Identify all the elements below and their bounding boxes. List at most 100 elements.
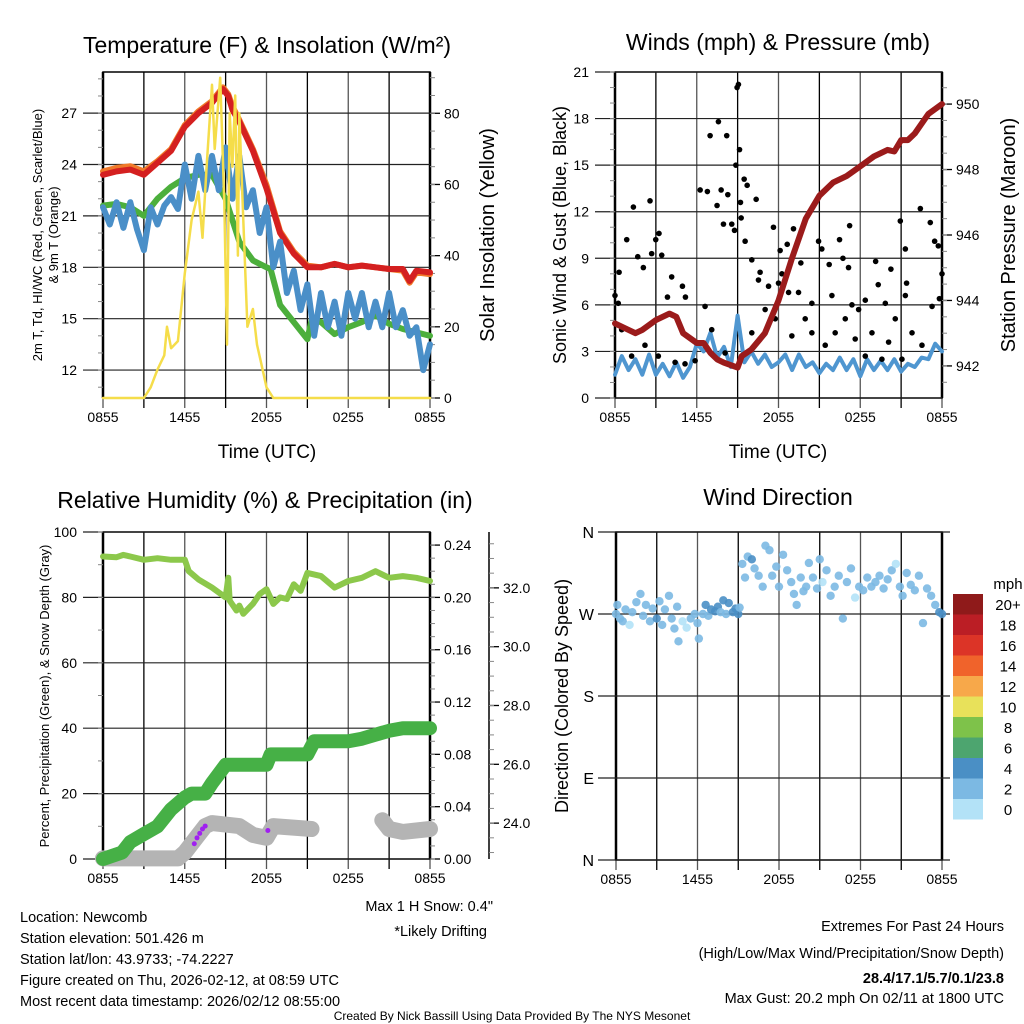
- colorbar-swatch: [953, 594, 983, 615]
- colorbar-swatch: [953, 676, 983, 697]
- gust-point: [779, 271, 785, 277]
- direction-point: [657, 620, 667, 630]
- direction-point: [621, 605, 630, 614]
- gust-point: [809, 330, 815, 336]
- gust-point: [723, 132, 730, 139]
- gust-point: [789, 333, 795, 339]
- direction-point: [618, 617, 627, 626]
- timestamp-text: Most recent data timestamp: 2026/02/12 0…: [20, 994, 340, 1010]
- snow-depth-tick-label: 26.0: [503, 756, 530, 772]
- direction-point: [812, 584, 822, 593]
- gust-point: [728, 221, 735, 227]
- snow-depth-tick-label: 28.0: [503, 697, 530, 713]
- colorbar-swatch: [953, 655, 983, 676]
- right-y-tick-label: 946: [956, 227, 980, 243]
- wind-y-label: Sonic Wind & Gust (Blue, Black): [550, 106, 570, 364]
- colorbar-label: 8: [1004, 720, 1012, 737]
- gust-point: [682, 294, 689, 300]
- x-tick-label: 0855: [600, 871, 631, 887]
- y-tick-label: 18: [573, 111, 589, 127]
- right-y-tick-label: 0.16: [444, 642, 471, 658]
- direction-point: [672, 602, 682, 611]
- gust-point: [748, 330, 755, 336]
- y-tick-label: 6: [581, 297, 589, 313]
- gust-point: [704, 188, 711, 195]
- direction-point: [846, 564, 856, 573]
- gust-point: [655, 353, 662, 359]
- direction-point: [818, 577, 827, 587]
- direction-chart-title: Wind Direction: [703, 484, 853, 510]
- elevation-text: Station elevation: 501.426 m: [20, 931, 204, 947]
- colorbar-label: 10: [1000, 700, 1017, 717]
- direction-point: [734, 609, 743, 619]
- gust-point: [715, 118, 722, 125]
- gust-point: [735, 81, 742, 88]
- gust-point: [744, 182, 750, 189]
- direction-point: [670, 624, 679, 633]
- gust-point: [832, 330, 838, 336]
- right-y-tick-label: 948: [956, 162, 980, 178]
- gust-point: [623, 236, 630, 243]
- direction-tick-label: N: [582, 525, 594, 542]
- gust-point: [652, 236, 659, 243]
- gust-point: [872, 258, 879, 265]
- gust-point: [919, 342, 925, 349]
- direction-point: [721, 609, 731, 619]
- direction-y-label: Direction (Colored By Speed): [552, 579, 572, 813]
- gust-point: [707, 132, 713, 139]
- gust-point: [899, 356, 905, 362]
- gust-point: [616, 269, 622, 276]
- gust-point: [819, 246, 825, 252]
- right-y-tick-label: 0.20: [444, 589, 471, 605]
- direction-point: [859, 586, 868, 595]
- x-tick-label: 1455: [169, 409, 200, 425]
- series-precipitation: [96, 721, 437, 866]
- gust-point: [697, 187, 703, 193]
- panel-0-axes: [101, 71, 432, 408]
- x-tick-label: 0855: [926, 871, 957, 887]
- direction-point: [613, 600, 622, 610]
- gust-point: [628, 353, 635, 359]
- direction-point: [883, 575, 892, 584]
- direction-point: [667, 614, 676, 623]
- direction-point: [774, 582, 784, 591]
- gust-point: [897, 218, 904, 224]
- colorbar-swatch: [953, 614, 983, 635]
- right-y-tick-label: 942: [956, 358, 980, 374]
- direction-point: [887, 566, 896, 575]
- colorbar-swatch: [953, 778, 983, 799]
- y-tick-label: 21: [61, 208, 77, 224]
- likely-drifting-note: *Likely Drifting: [394, 924, 487, 940]
- gust-point: [929, 303, 935, 310]
- direction-point: [655, 597, 664, 606]
- temp-x-label: Time (UTC): [218, 442, 317, 463]
- gust-point: [875, 281, 882, 288]
- location-text: Location: Newcomb: [20, 910, 147, 926]
- gust-point: [634, 253, 641, 260]
- gust-point: [777, 247, 783, 254]
- direction-point: [796, 573, 805, 582]
- y-tick-label: 21: [573, 64, 589, 80]
- x-tick-label: 0855: [414, 409, 445, 425]
- gust-point: [902, 246, 909, 252]
- gust-point: [855, 306, 862, 313]
- wind-chart-title: Winds (mph) & Pressure (mb): [626, 29, 930, 55]
- gust-point: [917, 205, 924, 212]
- y-tick-label: 18: [61, 259, 77, 275]
- gust-point: [790, 225, 797, 232]
- gust-point: [892, 316, 899, 322]
- colorbar-label: 2: [1004, 782, 1012, 799]
- right-y-tick-label: 0.08: [444, 746, 471, 762]
- direction-point: [645, 617, 655, 626]
- direction-point: [931, 600, 940, 610]
- x-tick-label: 0855: [599, 409, 630, 425]
- gust-point: [879, 356, 885, 362]
- x-tick-label: 2055: [763, 871, 794, 887]
- x-tick-label: 0255: [333, 409, 364, 425]
- drifting-point: [202, 823, 208, 829]
- colorbar-label: 18: [1000, 618, 1017, 635]
- direction-point: [804, 558, 814, 568]
- direction-point: [768, 571, 777, 580]
- direction-point: [636, 589, 645, 599]
- plot-layer: 0855 1455 2055 0255 085512151821242702040608…: [54, 64, 1023, 887]
